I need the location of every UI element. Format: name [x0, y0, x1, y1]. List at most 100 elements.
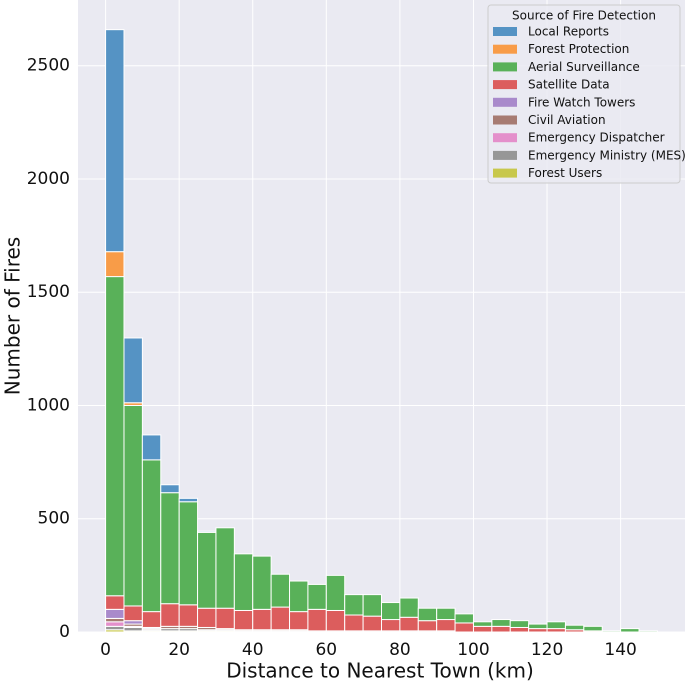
bar-segment — [141, 611, 162, 628]
x-tick-label: 0 — [100, 640, 111, 660]
legend-swatch — [493, 168, 517, 178]
bar-segment — [141, 459, 162, 613]
bar-segment — [178, 497, 199, 503]
bar-segment — [528, 623, 548, 630]
bar-segment — [233, 609, 254, 631]
bar-segment — [252, 555, 272, 610]
x-tick-label: 20 — [168, 640, 190, 660]
bar-segment — [123, 605, 143, 622]
legend-swatch — [493, 44, 517, 54]
bar-segment — [105, 29, 125, 253]
legend-label: Civil Aviation — [528, 113, 606, 127]
bar-segment — [197, 530, 217, 533]
y-tick-label: 1500 — [27, 282, 70, 302]
legend-label: Satellite Data — [528, 78, 610, 92]
bar-segment — [105, 595, 125, 610]
bar-segment — [178, 604, 199, 627]
bar-segment — [583, 625, 603, 632]
bar-segment — [307, 608, 327, 632]
legend-swatch — [493, 150, 517, 160]
bar-segment — [215, 607, 235, 630]
bar-segment — [454, 613, 474, 624]
bar-segment — [491, 619, 511, 627]
bar-segment — [105, 251, 125, 278]
bar-segment — [454, 622, 474, 633]
bar-segment — [289, 580, 309, 613]
legend-swatch — [493, 133, 517, 143]
bar-segment — [528, 628, 548, 633]
legend-title: Source of Fire Detection — [512, 9, 656, 23]
bar-segment — [436, 619, 456, 632]
bar-segment — [601, 630, 622, 633]
bar-segment — [381, 619, 401, 632]
bar-segment — [417, 620, 438, 632]
bar-segment — [160, 484, 180, 494]
bar-segment — [325, 609, 346, 632]
legend-label: Forest Users — [528, 166, 602, 180]
legend-label: Local Reports — [528, 25, 609, 39]
y-tick-label: 2000 — [27, 169, 70, 189]
x-axis-label: Distance to Nearest Town (km) — [226, 659, 534, 683]
legend-label: Emergency Dispatcher — [528, 131, 665, 145]
y-tick-label: 1000 — [27, 395, 70, 415]
legend-swatch — [493, 27, 517, 36]
bar-segment — [362, 615, 382, 632]
bar-segment — [123, 404, 143, 607]
bar-segment — [362, 594, 382, 617]
bar-segment — [215, 527, 235, 609]
bar-segment — [546, 621, 566, 630]
bar-segment — [491, 625, 511, 633]
bar-segment — [509, 620, 530, 628]
bar-segment — [233, 553, 254, 611]
bar-segment — [399, 616, 419, 632]
y-axis-label: Number of Fires — [1, 237, 25, 395]
y-tick-label: 0 — [59, 622, 70, 642]
bar-segment — [546, 628, 566, 633]
bar-segment — [289, 611, 309, 631]
bar-segment — [436, 607, 456, 621]
bar-segment — [197, 531, 217, 609]
legend-swatch — [493, 80, 517, 90]
bar-segment — [307, 583, 327, 610]
legend-label: Emergency Ministry (MES) — [528, 148, 685, 162]
legend-label: Fire Watch Towers — [528, 95, 635, 109]
legend-label: Aerial Surveillance — [528, 60, 640, 74]
bar-segment — [381, 602, 401, 621]
bar-segment — [399, 597, 419, 618]
bar-segment — [270, 573, 291, 608]
bar-segment — [105, 625, 125, 631]
bar-segment — [123, 620, 143, 625]
bar-segment — [178, 501, 199, 606]
bar-segment — [197, 607, 217, 628]
bar-segment — [509, 626, 530, 633]
bar-segment — [638, 630, 658, 633]
bar-segment — [160, 492, 180, 605]
bar-segment — [417, 607, 438, 622]
bar-segment — [620, 628, 640, 633]
bar-segment — [344, 614, 364, 632]
bar-segment — [123, 337, 143, 404]
bar-segment — [123, 626, 143, 632]
bar-segment — [105, 621, 125, 627]
bar-segment — [564, 624, 585, 631]
bar-segment — [472, 621, 493, 627]
bar-segment — [252, 608, 272, 631]
x-tick-label: 100 — [457, 640, 489, 660]
legend-swatch — [493, 115, 517, 125]
legend-swatch — [493, 97, 517, 107]
bar-segment — [325, 574, 346, 611]
bar-segment — [270, 606, 291, 631]
y-tick-label: 2500 — [27, 56, 70, 76]
bar-segment — [344, 594, 364, 616]
legend-swatch — [493, 62, 517, 72]
legend-box — [487, 4, 681, 184]
x-tick-label: 80 — [389, 640, 411, 660]
x-tick-label: 60 — [315, 640, 337, 660]
bar-segment — [105, 608, 125, 619]
y-tick-label: 500 — [38, 509, 70, 529]
legend-label: Forest Protection — [528, 42, 629, 56]
bar-segment — [160, 603, 180, 627]
bar-segment — [105, 617, 125, 623]
bar-segment — [141, 434, 162, 461]
